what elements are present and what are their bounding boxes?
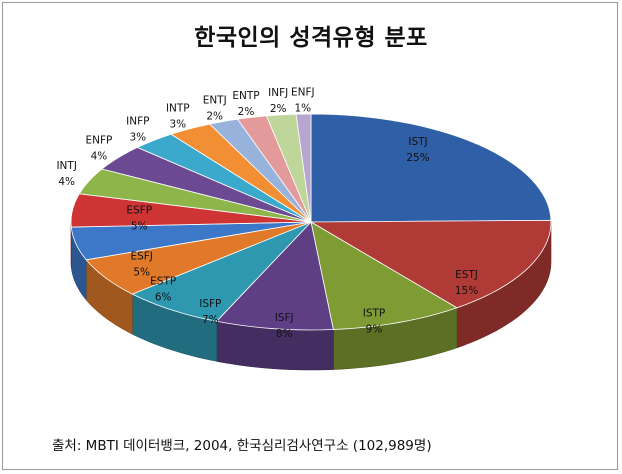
slice-category-label: INTJ <box>56 160 76 172</box>
slice-category-label: ESTP <box>150 275 176 287</box>
slice-value-label: 2% <box>238 106 255 118</box>
slice-value-label: 4% <box>91 150 108 162</box>
pie-slice-esfj <box>70 221 312 261</box>
slice-value-label: 1% <box>294 102 311 114</box>
pie-slice-estj <box>309 219 552 309</box>
slice-category-label: INFP <box>126 115 149 127</box>
slice-category-label: INFJ <box>268 87 288 99</box>
slice-category-label: ENTP <box>232 90 259 102</box>
slice-value-label: 6% <box>155 291 172 303</box>
source-note: 출처: MBTI 데이터뱅크, 2004, 한국심리검사연구소 (102,989… <box>52 438 432 454</box>
pie-slice-enfj <box>295 113 312 223</box>
slice-category-label: ESFP <box>126 205 152 217</box>
slice-value-label: 5% <box>131 221 148 233</box>
pie-slice-intj <box>78 168 312 223</box>
pie-slice-estp <box>85 221 312 295</box>
slice-value-label: 25% <box>406 152 429 164</box>
pie-slice-esfp <box>70 193 312 228</box>
slice-value-label: 15% <box>455 285 478 297</box>
slice-value-label: 3% <box>129 131 146 143</box>
slice-value-label: 4% <box>58 176 75 188</box>
slice-value-label: 5% <box>133 267 150 279</box>
pie-slice-isfp <box>131 221 312 322</box>
slice-category-label: ISFP <box>199 298 221 310</box>
pie-slice-isfj <box>215 221 334 331</box>
slice-category-label: ISFJ <box>275 312 294 324</box>
pie-slice-enfp <box>101 146 312 223</box>
slice-category-label: ENTJ <box>203 94 227 106</box>
slice-category-label: ESFJ <box>130 251 152 263</box>
pie-sides <box>70 221 552 371</box>
slice-value-label: 8% <box>276 328 293 340</box>
slice-category-label: ENFP <box>85 134 112 146</box>
slice-value-label: 3% <box>169 118 186 130</box>
slice-category-label: ESTJ <box>455 269 478 281</box>
slice-category-label: ISTJ <box>408 136 427 148</box>
pie-labels: ISTJ 25% ESTJ 15% ISTP 9% ISFJ 8% ISFP 7% ESTP 6% ES… <box>56 86 478 339</box>
pie-tops <box>70 113 552 331</box>
slice-category-label: INTP <box>166 102 190 114</box>
slice-value-label: 9% <box>366 323 383 335</box>
slice-category-label: ISTP <box>363 307 386 319</box>
pie-slice-istp <box>310 221 458 330</box>
slice-value-label: 7% <box>202 314 219 326</box>
slice-category-label: ENFJ <box>291 86 315 98</box>
chart-title: 한국인의 성격유형 분포 <box>194 25 428 51</box>
pie-slice-istj <box>310 113 552 223</box>
slice-value-label: 2% <box>206 110 223 122</box>
slice-value-label: 2% <box>270 103 287 115</box>
